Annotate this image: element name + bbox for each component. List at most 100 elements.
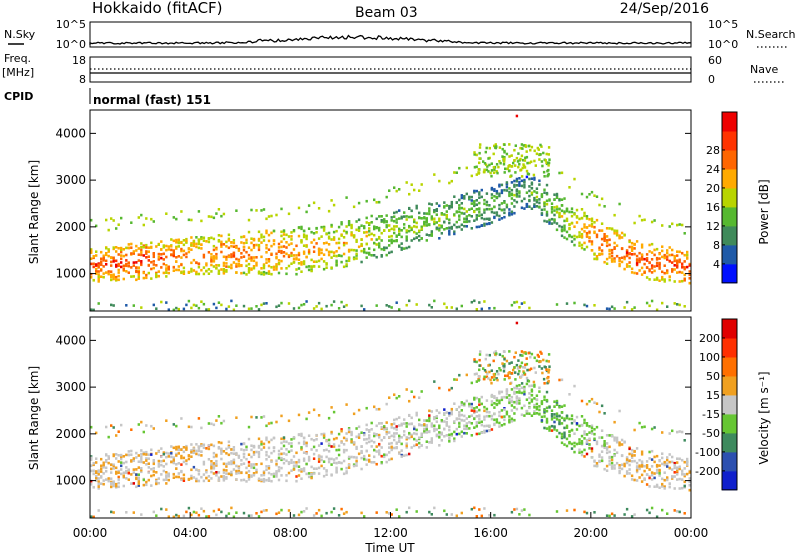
velocity-cell [360,456,363,460]
velocity-cell [643,478,646,481]
power-cell [648,261,651,264]
velocity-cell [650,478,654,481]
power-cell [523,159,527,162]
velocity-cell [290,461,293,464]
power-cell [683,232,686,235]
velocity-cell [650,506,654,510]
velocity-cell [197,472,201,476]
power-cell [541,164,544,168]
velocity-cell [473,372,477,376]
velocity-cell [182,514,186,518]
velocity-cell [110,424,113,427]
velocity-cell [477,375,480,378]
power-cell [280,267,283,270]
power-cell [378,226,381,230]
velocity-cell [658,468,661,472]
velocity-cell [510,404,514,407]
power-cell [505,185,509,189]
power-cell [521,147,524,150]
power-cell [523,197,526,201]
power-cell [240,264,243,268]
velocity-cell [220,475,223,478]
velocity-cell [200,450,203,453]
velocity-cell [529,355,532,359]
power-cell [282,254,286,258]
velocity-cell [340,441,343,444]
velocity-cell [504,374,507,378]
power-cell [408,215,411,219]
velocity-cell [172,515,175,519]
power-cell [205,263,208,267]
velocity-cell [653,455,656,459]
power-cell [438,217,441,221]
power-cell [418,234,421,238]
velocity-cell [107,457,110,460]
velocity-cell [230,473,233,477]
power-cell [97,302,100,305]
power-cell [207,237,211,240]
power-cell [510,188,514,192]
velocity-cell [583,430,586,433]
velocity-cell [410,433,413,437]
power-cell [347,256,351,260]
velocity-cell [493,406,496,409]
power-cell [503,208,506,211]
y-tick-label: 4000 [55,333,86,347]
power-cell [132,250,135,253]
velocity-cell [95,474,98,478]
velocity-cell [320,514,323,518]
power-cell [478,161,481,165]
power-cell [590,242,594,246]
power-cell [595,235,599,239]
power-cell [608,253,611,256]
power-cell [655,278,659,281]
power-cell [403,247,406,250]
velocity-cell [172,446,175,450]
velocity-cell [488,363,491,367]
velocity-cell [132,457,135,460]
velocity-cell [593,460,596,463]
velocity-cell [197,449,201,453]
power-cell [618,257,621,260]
velocity-cell [265,453,268,457]
velocity-cell [95,461,98,464]
velocity-cell [516,367,520,370]
power-cell [240,241,243,244]
velocity-cell [142,478,145,482]
velocity-cell [681,473,684,476]
power-cell [405,218,408,221]
power-cell [633,252,636,256]
power-cell [345,241,348,245]
colorbar-tick-label: 4 [713,258,720,271]
velocity-cell [187,457,191,461]
power-cell [473,299,476,303]
power-cell [668,225,671,228]
power-cell [483,198,486,202]
colorbar-tick-label: 28 [706,144,720,157]
velocity-cell [215,474,218,477]
velocity-cell [227,512,231,515]
power-cell [520,184,524,188]
power-cell [643,271,646,274]
power-cell [90,308,93,311]
power-cell [300,261,303,264]
velocity-cell [448,428,451,432]
power-cell [515,195,519,198]
power-cell [493,189,496,192]
power-cell [275,264,278,268]
velocity-cell [681,458,684,462]
power-cell [297,234,301,238]
power-cell [267,239,271,243]
velocity-cell [630,454,634,457]
velocity-cell [132,468,135,471]
power-cell [510,303,514,307]
velocity-cell [543,409,546,412]
velocity-cell [388,458,391,462]
power-cell [337,237,341,241]
velocity-cell [388,512,391,515]
velocity-cell [205,476,208,480]
nsky-frame [89,21,692,48]
velocity-cell [663,485,666,488]
velocity-cell [180,454,183,458]
